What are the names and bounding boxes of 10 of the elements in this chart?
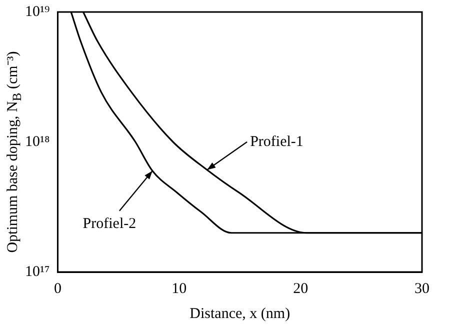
- annotation: Profiel-2: [82, 216, 136, 232]
- annotation: Profiel-1: [250, 134, 304, 150]
- x-tick-label: 10: [172, 280, 187, 297]
- x-tick-label: 20: [293, 280, 308, 297]
- y-tick-label: 10¹⁸: [24, 134, 50, 150]
- x-tick-label: 0: [54, 280, 62, 297]
- x-axis-title: Distance, x (nm): [190, 306, 290, 322]
- x-tick-label: 30: [414, 280, 430, 297]
- y-tick-label: 10¹⁹: [24, 4, 50, 20]
- y-tick-label: 10¹⁷: [24, 264, 50, 280]
